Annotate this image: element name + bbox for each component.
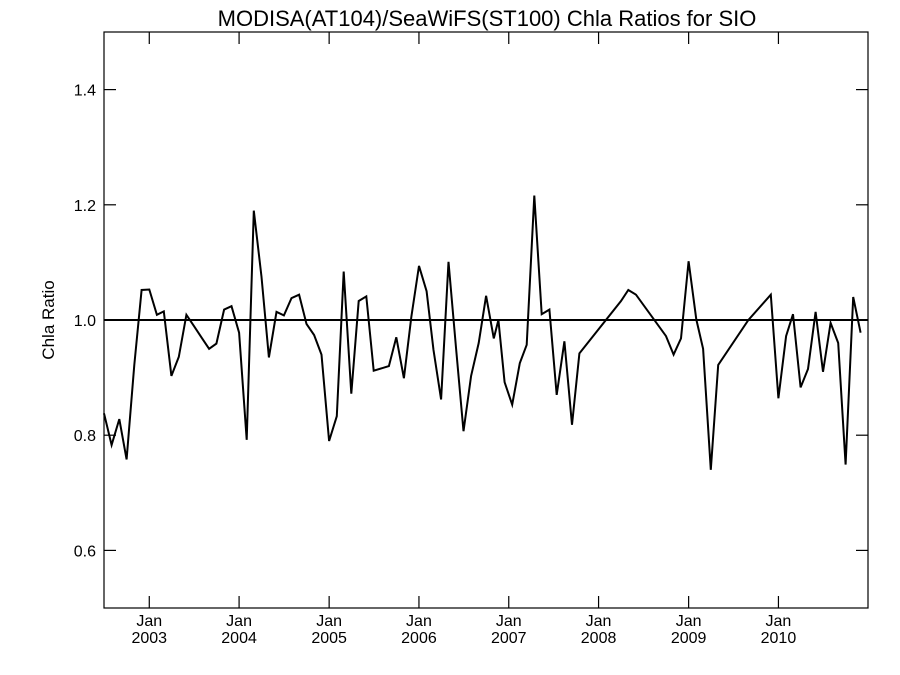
x-tick-label-month: Jan (136, 613, 162, 630)
x-tick-label-year: 2009 (671, 630, 707, 647)
y-tick-label: 0.6 (74, 543, 96, 560)
y-tick-label: 1.2 (74, 198, 96, 215)
x-tick-label-month: Jan (586, 613, 612, 630)
y-axis-label: Chla Ratio (39, 280, 58, 359)
x-tick-label-month: Jan (676, 613, 702, 630)
x-tick-label-year: 2004 (221, 630, 257, 647)
y-tick-label: 0.8 (74, 428, 96, 445)
x-tick-label-month: Jan (316, 613, 342, 630)
y-tick-label: 1.0 (74, 313, 96, 330)
x-tick-label-year: 2006 (401, 630, 437, 647)
x-tick-label-month: Jan (226, 613, 252, 630)
x-tick-label-month: Jan (406, 613, 432, 630)
x-tick-label-year: 2003 (131, 630, 167, 647)
y-tick-label: 1.4 (74, 83, 96, 100)
chart-title: MODISA(AT104)/SeaWiFS(ST100) Chla Ratios… (218, 6, 757, 31)
x-tick-label-month: Jan (496, 613, 522, 630)
x-tick-label-year: 2007 (491, 630, 527, 647)
plot-area: 0.60.81.01.21.4Jan2003Jan2004Jan2005Jan2… (74, 31, 869, 647)
x-tick-label-year: 2008 (581, 630, 617, 647)
x-tick-label-month: Jan (766, 613, 792, 630)
x-tick-label-year: 2005 (311, 630, 347, 647)
ratio-series-line (103, 195, 862, 470)
x-tick-label-year: 2010 (761, 630, 797, 647)
